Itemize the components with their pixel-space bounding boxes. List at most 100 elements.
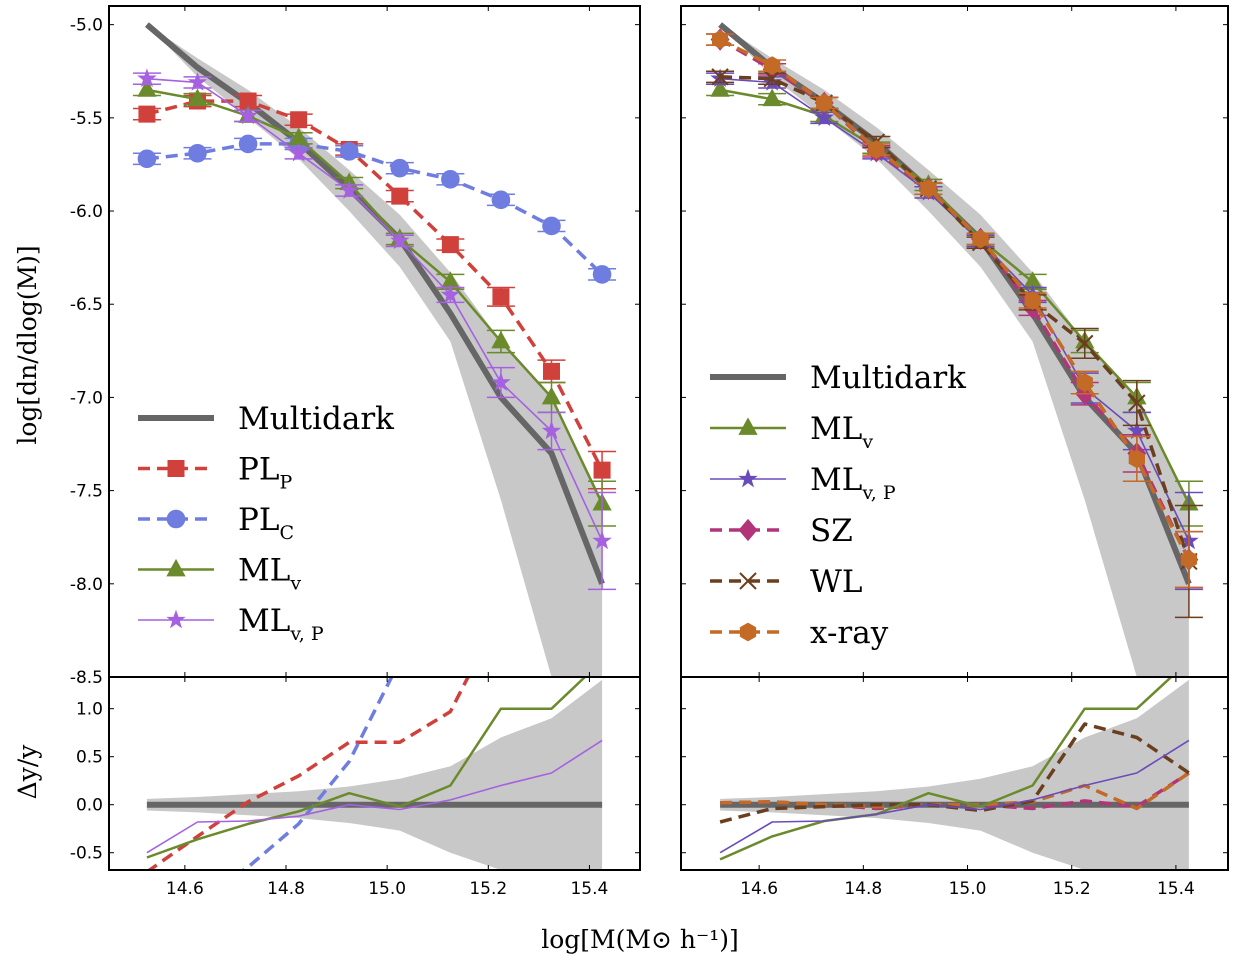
- series-line: [720, 75, 1191, 562]
- plot-area: [719, 677, 1190, 870]
- variance-band: [720, 679, 1189, 870]
- series-line: [146, 142, 604, 276]
- legend-label-subscript: v: [861, 431, 873, 453]
- data-point: [188, 143, 207, 163]
- data-point: [1128, 394, 1146, 412]
- data-point: [1076, 334, 1094, 353]
- data-point: [239, 92, 257, 110]
- x-tick-label: 14.8: [267, 879, 305, 899]
- data-point: [541, 386, 562, 405]
- legend-entry-ML_vP_right: MLv, P: [710, 462, 896, 504]
- data-point: [137, 149, 157, 169]
- series-line: [720, 77, 1190, 542]
- data-point: [238, 105, 258, 125]
- variance-band: [146, 24, 603, 677]
- series-line: [144, 22, 605, 585]
- legend-marker: [739, 572, 757, 590]
- data-point: [543, 362, 560, 380]
- y-axis-label-bottom: Δy/y: [13, 744, 42, 800]
- legend-label: MLv: [810, 411, 873, 453]
- data-point: [1180, 550, 1197, 569]
- y-tick-label: -6.0: [70, 202, 103, 222]
- series-ML_v: [146, 677, 587, 859]
- data-point: [542, 216, 561, 236]
- y-tick-label: -5.0: [70, 16, 103, 36]
- series-ML_vP_left: [146, 739, 603, 854]
- legend-label-text: Multidark: [810, 360, 966, 396]
- y-tick-label: 1.0: [76, 700, 103, 720]
- plot-area: [132, 22, 617, 677]
- series-line: [146, 88, 604, 505]
- data-point: [492, 288, 510, 306]
- x-tick-label: 15.2: [1053, 879, 1091, 899]
- data-point: [762, 88, 782, 107]
- series-xray: [720, 771, 1190, 811]
- legend-label-text: WL: [810, 564, 862, 600]
- legend-marker: [166, 609, 186, 629]
- legend-label-text: PL: [238, 452, 279, 488]
- y-tick-label: -5.5: [70, 109, 103, 129]
- legend-entry-WL: WL: [710, 564, 862, 600]
- series-line: [719, 739, 1190, 854]
- x-tick-label: 15.0: [368, 879, 406, 899]
- legend-entry-xray: x-ray: [710, 615, 889, 651]
- y-tick-label: -6.5: [70, 295, 103, 315]
- legend-label-text: Multidark: [238, 401, 394, 437]
- legend-entry-PL_P: PLP: [138, 452, 292, 494]
- legend-label-subscript: v, P: [289, 623, 324, 645]
- data-point: [491, 372, 511, 391]
- y-tick-label: -7.0: [70, 388, 103, 408]
- legend-marker: [166, 558, 186, 577]
- legend-entry-ML_v: MLv: [710, 411, 873, 453]
- panel-left-bottom: -0.5 0.0 0.5 1.0 14.6 14.8 15.0 15.2 15.4: [70, 676, 641, 899]
- data-point: [710, 79, 730, 97]
- y-tick-label: -0.5: [70, 844, 103, 864]
- data-point: [491, 190, 511, 210]
- data-point: [920, 179, 937, 199]
- legend-label: PLC: [238, 502, 294, 544]
- legend-label-text: ML: [238, 603, 290, 639]
- series-line: [146, 739, 603, 854]
- series-PL_P: [132, 92, 617, 490]
- series-line: [146, 99, 604, 471]
- legend-label-text: ML: [810, 462, 862, 498]
- x-tick-label: 14.6: [166, 879, 204, 899]
- series-xray: [706, 30, 1203, 589]
- data-point: [440, 284, 461, 304]
- legend-entry-multidark: Multidark: [710, 360, 966, 396]
- y-axis-label-top: log[dn/dlog(M)]: [13, 245, 42, 444]
- x-tick-label: 14.8: [844, 879, 882, 899]
- x-tick-label: 15.4: [1157, 879, 1195, 899]
- data-point: [339, 142, 359, 161]
- x-tick-label: 15.0: [949, 879, 987, 899]
- axes-frame: [680, 676, 1229, 871]
- legend-marker: [166, 509, 186, 529]
- legend-label-text: ML: [810, 411, 862, 447]
- y-tick-label: -8.0: [70, 575, 103, 595]
- legend-label: SZ: [810, 513, 853, 549]
- series-ML_v: [719, 677, 1174, 861]
- data-point: [592, 265, 612, 284]
- legend-label-subscript: v: [289, 573, 301, 595]
- legend-label: MLv, P: [810, 462, 896, 504]
- variance-band: [720, 24, 1189, 677]
- series-line: [719, 677, 1174, 861]
- legend-marker: [738, 518, 758, 542]
- data-point: [187, 88, 208, 107]
- data-point: [814, 107, 835, 127]
- legend-label-subscript: v, P: [861, 482, 896, 504]
- data-point: [1076, 373, 1093, 392]
- data-point: [290, 111, 308, 129]
- data-point: [593, 461, 611, 479]
- panel-right-bottom: 14.6 14.8 15.0 15.2 15.4: [680, 676, 1229, 899]
- data-point: [238, 134, 258, 154]
- y-tick-label: -8.5: [70, 668, 103, 688]
- legend-entry-SZ: SZ: [710, 513, 853, 549]
- legend-marker: [167, 460, 185, 477]
- data-point: [391, 187, 409, 205]
- data-point: [972, 229, 989, 249]
- legend-entry-PL_C: PLC: [138, 502, 294, 544]
